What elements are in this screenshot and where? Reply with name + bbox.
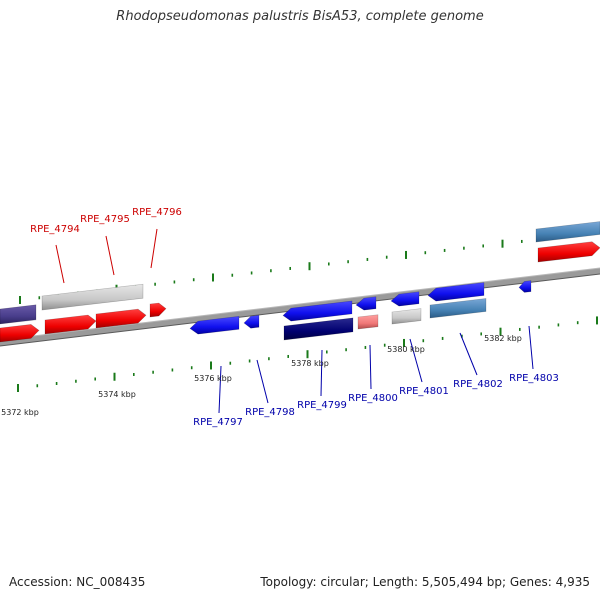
gene-label: RPE_4799 xyxy=(297,400,347,411)
label-leader-line xyxy=(459,332,478,376)
gene-arrow-red xyxy=(44,314,97,335)
gene-box-steel xyxy=(535,221,600,243)
gene-arrow-red xyxy=(537,241,600,263)
label-leader-line xyxy=(256,359,269,404)
gene-label: RPE_4802 xyxy=(453,379,503,390)
gene-label: RPE_4794 xyxy=(30,224,80,235)
label-leader-line xyxy=(150,228,158,269)
gene-box-pink xyxy=(357,314,379,330)
gene-label: RPE_4798 xyxy=(245,407,295,418)
gene-arrow-blue xyxy=(355,296,377,311)
scale-label: 5374 kbp xyxy=(98,390,136,399)
gene-arrow-red xyxy=(95,308,147,329)
gene-box-gray xyxy=(41,283,144,311)
label-leader-lines xyxy=(55,228,534,414)
scale-label: 5380 kbp xyxy=(387,345,425,354)
gene-label: RPE_4796 xyxy=(132,207,182,218)
gene-arrow-blue xyxy=(518,280,532,293)
gene-arrow-blue xyxy=(282,300,353,322)
gene-label: RPE_4803 xyxy=(509,373,559,384)
label-leader-line xyxy=(218,365,222,414)
accession-label: Accession: NC_008435 xyxy=(9,575,146,589)
gene-label: RPE_4800 xyxy=(348,393,398,404)
label-leader-line xyxy=(320,349,323,397)
scale-label: 5376 kbp xyxy=(194,374,232,383)
gene-arrow-blue xyxy=(243,314,260,329)
gene-arrow-red xyxy=(149,302,167,318)
label-leader-line xyxy=(369,344,372,390)
gene-label: RPE_4795 xyxy=(80,214,130,225)
gene-arrow-blue xyxy=(390,291,420,307)
gene-label: RPE_4801 xyxy=(399,386,449,397)
scale-label: 5378 kbp xyxy=(291,359,329,368)
inner-tick-track xyxy=(17,316,598,392)
scale-label: 5382 kbp xyxy=(484,334,522,343)
gene-box-gray xyxy=(391,308,422,325)
gene-features xyxy=(0,221,600,343)
gene-arrow-blue xyxy=(427,282,485,302)
scale-label: 5372 kbp xyxy=(1,408,39,417)
gene-arrow-blue xyxy=(189,315,240,335)
gene-box-steel xyxy=(429,298,487,319)
gene-box-navy xyxy=(283,317,354,341)
scale-labels: 5372 kbp 5374 kbp 5376 kbp 5378 kbp 5380 kbp… xyxy=(1,334,522,417)
label-leader-line xyxy=(409,338,423,383)
genome-summary: Topology: circular; Length: 5,505,494 bp… xyxy=(260,575,590,589)
label-leader-line xyxy=(528,325,534,370)
gene-arrow-red xyxy=(0,324,40,343)
map-title: Rhodopseudomonas palustris BisA53, compl… xyxy=(116,9,484,24)
gene-box-purple xyxy=(0,304,37,325)
label-leader-line xyxy=(55,244,65,284)
backbone-highlight xyxy=(0,267,600,341)
gene-label: RPE_4797 xyxy=(193,417,243,428)
label-leader-line xyxy=(105,235,115,276)
